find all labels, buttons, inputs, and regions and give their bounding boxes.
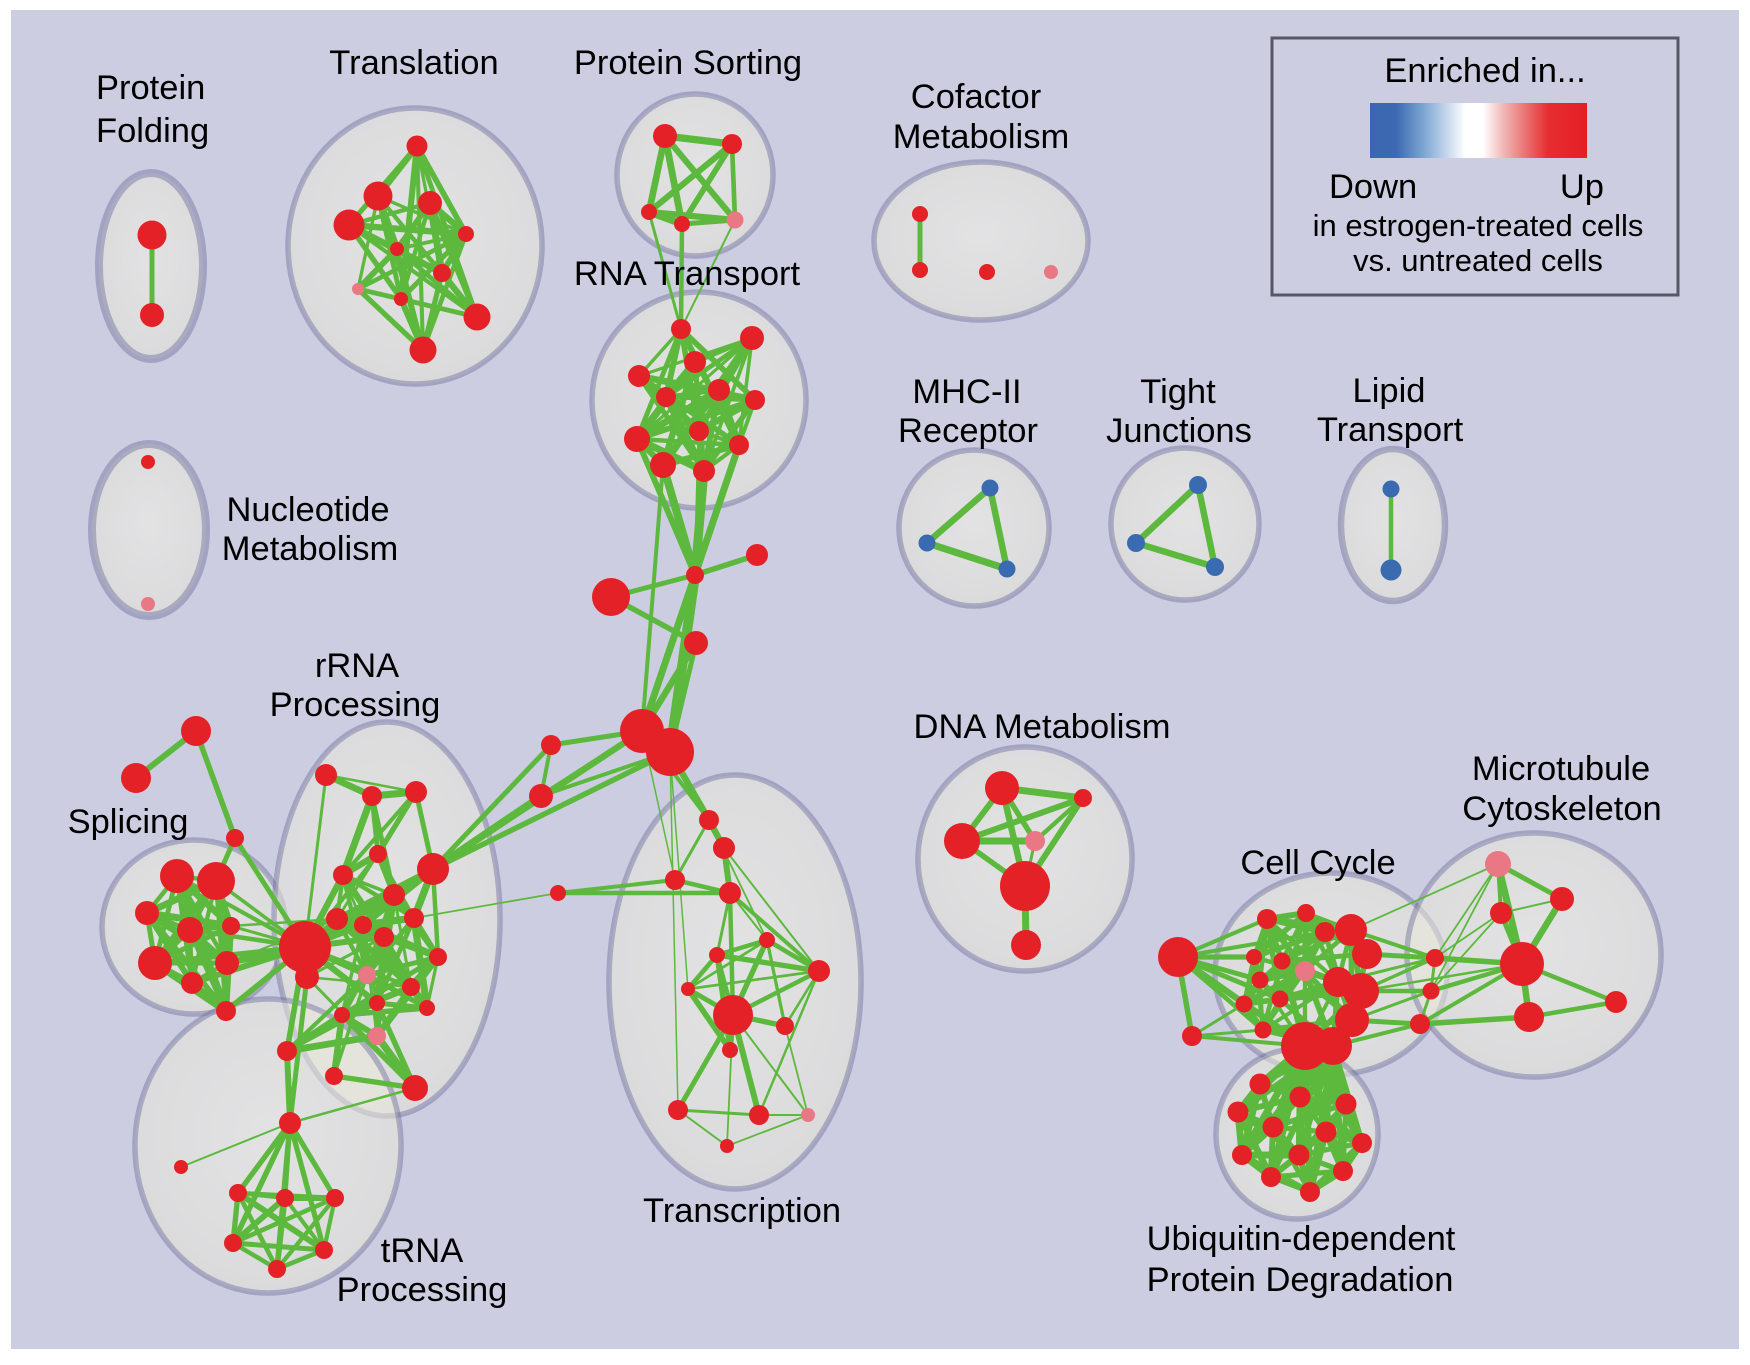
svg-text:Metabolism: Metabolism bbox=[893, 118, 1069, 156]
svg-text:Processing: Processing bbox=[270, 686, 441, 724]
svg-text:Cell Cycle: Cell Cycle bbox=[1240, 844, 1395, 882]
svg-text:Tight: Tight bbox=[1140, 373, 1216, 411]
svg-text:Translation: Translation bbox=[329, 44, 498, 82]
svg-text:Nucleotide: Nucleotide bbox=[226, 491, 389, 529]
svg-text:in estrogen-treated cells: in estrogen-treated cells bbox=[1313, 208, 1644, 243]
svg-text:Transcription: Transcription bbox=[643, 1192, 841, 1230]
svg-text:vs. untreated cells: vs. untreated cells bbox=[1353, 243, 1603, 278]
svg-text:Junctions: Junctions bbox=[1106, 412, 1252, 450]
svg-text:Cofactor: Cofactor bbox=[911, 78, 1041, 116]
svg-text:MHC-II: MHC-II bbox=[912, 373, 1021, 411]
svg-text:Cytoskeleton: Cytoskeleton bbox=[1462, 790, 1661, 828]
svg-text:Processing: Processing bbox=[337, 1271, 508, 1309]
svg-text:Receptor: Receptor bbox=[898, 412, 1038, 450]
svg-text:Lipid: Lipid bbox=[1353, 372, 1426, 410]
svg-text:Splicing: Splicing bbox=[68, 803, 189, 841]
svg-text:Ubiquitin-dependent: Ubiquitin-dependent bbox=[1147, 1220, 1456, 1258]
svg-text:Transport: Transport bbox=[1317, 411, 1464, 449]
svg-text:Metabolism: Metabolism bbox=[222, 530, 398, 568]
svg-text:DNA Metabolism: DNA Metabolism bbox=[914, 708, 1171, 746]
svg-text:Folding: Folding bbox=[96, 112, 209, 150]
svg-text:Protein Sorting: Protein Sorting bbox=[574, 44, 802, 82]
svg-text:Protein Degradation: Protein Degradation bbox=[1147, 1261, 1454, 1299]
svg-text:rRNA: rRNA bbox=[315, 647, 399, 685]
svg-text:Down: Down bbox=[1329, 168, 1417, 206]
svg-text:Protein: Protein bbox=[96, 69, 205, 107]
svg-text:RNA Transport: RNA Transport bbox=[574, 255, 801, 293]
svg-text:Microtubule: Microtubule bbox=[1472, 750, 1650, 788]
svg-text:Up: Up bbox=[1560, 168, 1604, 206]
svg-text:Enriched in...: Enriched in... bbox=[1384, 52, 1585, 90]
svg-text:tRNA: tRNA bbox=[381, 1232, 463, 1270]
